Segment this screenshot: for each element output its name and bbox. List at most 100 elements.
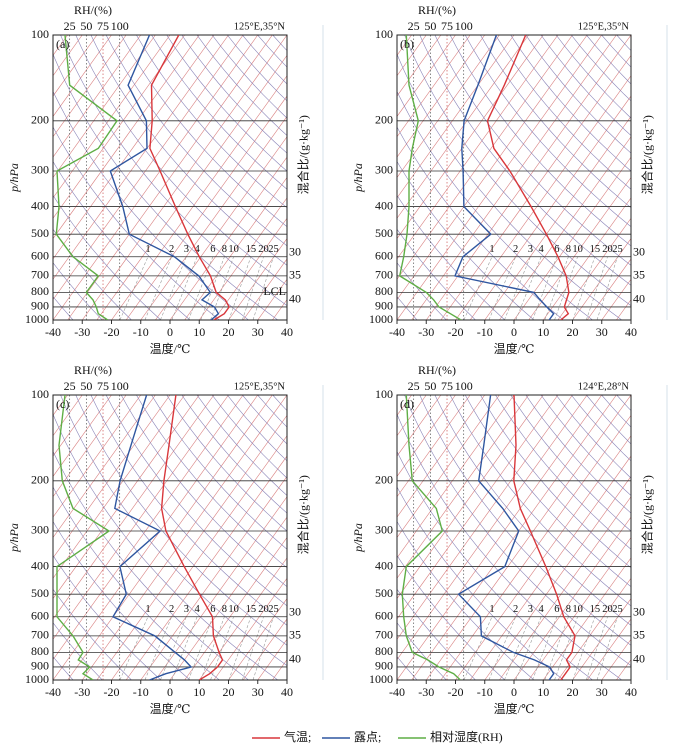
dry-adiabat: [120, 395, 287, 588]
y-tick-label: 700: [375, 628, 393, 642]
isotherm: [140, 475, 287, 680]
dry-adiabat: [53, 554, 162, 680]
y-tick-label: 100: [31, 387, 49, 401]
x-tick-label: -10: [477, 685, 493, 699]
series-line: [513, 395, 576, 680]
legend-label: 相对湿度(RH): [430, 729, 503, 744]
mixing-ratio-line: [532, 256, 558, 320]
dry-adiabat: [449, 395, 631, 607]
dry-adiabat: [404, 35, 631, 307]
mixing-ratio-label: 4: [538, 604, 544, 615]
dry-adiabat: [555, 35, 631, 119]
dry-adiabat: [268, 395, 388, 680]
series-line: [149, 35, 230, 320]
series-line: [109, 35, 220, 320]
dry-adiabat: [397, 622, 447, 680]
rh-tick-label: 100: [111, 19, 129, 33]
mixing-ratio-label: 25: [268, 244, 279, 255]
isotherm: [163, 35, 368, 320]
isotherm: [53, 35, 156, 179]
dry-adiabat: [105, 35, 287, 247]
y-tick-label: 300: [31, 163, 49, 177]
x-tick-label: -40: [389, 325, 405, 339]
dry-adiabat: [419, 395, 631, 646]
isotherm: [53, 35, 112, 117]
mixing-ratio-label: 4: [194, 244, 200, 255]
mixing-ratio-label: 20: [258, 604, 269, 615]
mixing-ratio-line: [596, 616, 618, 680]
rh-tick-label: 25: [64, 379, 76, 393]
series-line: [457, 395, 555, 680]
x-tick-label: 40: [625, 685, 637, 699]
mixing-ratio-line: [554, 256, 578, 320]
rh-tick-label: 75: [97, 19, 109, 33]
adiabat-label: 30: [289, 604, 301, 618]
mixing-ratio-line: [515, 256, 542, 320]
mixing-ratio-line: [171, 256, 198, 320]
mixing-ratio-label: 10: [572, 604, 583, 615]
dry-adiabat: [480, 395, 631, 569]
y-axis-label: p/hPa: [7, 523, 21, 553]
isotherm: [616, 659, 631, 680]
y-tick-label: 400: [31, 558, 49, 572]
mixing-ratio-label: 25: [612, 244, 623, 255]
dry-adiabat: [464, 35, 631, 228]
panel-label: (b): [400, 37, 414, 51]
dry-adiabat: [647, 395, 700, 680]
x-tick-label: 40: [281, 685, 293, 699]
mixing-ratio-line: [532, 616, 558, 680]
mixing-ratio-line: [544, 616, 569, 680]
dry-adiabat: [397, 450, 593, 680]
dry-adiabat: [571, 395, 631, 462]
dry-adiabat: [53, 160, 191, 320]
mixing-ratio-line: [252, 256, 274, 320]
panel-label: (c): [56, 397, 69, 411]
isotherm: [199, 197, 287, 320]
dry-adiabat: [60, 395, 287, 667]
isotherm: [199, 557, 287, 680]
isotherm: [397, 395, 588, 661]
rh-tick-label: 100: [455, 19, 473, 33]
isotherm: [397, 35, 588, 301]
dry-adiabat: [397, 262, 447, 320]
x-tick-label: -20: [448, 325, 464, 339]
isotherm: [82, 395, 287, 680]
x-tick-label: -20: [104, 325, 120, 339]
x-tick-label: -40: [45, 685, 61, 699]
x-axis-label: 温度/℃: [494, 701, 535, 716]
isotherm: [586, 258, 631, 320]
dry-adiabat: [60, 35, 287, 307]
x-tick-label: 40: [625, 325, 637, 339]
dry-adiabat: [181, 395, 287, 514]
mixing-ratio-line: [586, 256, 608, 320]
isotherm: [53, 35, 127, 138]
y-axis-label: p/hPa: [351, 163, 365, 193]
rh-tick-label: 50: [80, 379, 92, 393]
mixing-ratio-label: 2: [169, 604, 174, 615]
x-tick-label: 40: [281, 325, 293, 339]
adiabat-label: 35: [289, 268, 301, 282]
isotherm: [557, 577, 631, 680]
rh-tick-label: 75: [441, 379, 453, 393]
isotherm: [513, 516, 631, 680]
mixing-ratio-label: 3: [528, 244, 533, 255]
adiabat-label: 35: [633, 628, 645, 642]
isotherm: [557, 217, 631, 320]
isotherm: [53, 395, 215, 620]
adiabat-label: 35: [633, 268, 645, 282]
isotherm: [53, 35, 141, 158]
y2-axis-label: 混合比/(g·kg⁻¹): [296, 475, 311, 554]
isotherm: [125, 95, 287, 320]
isotherm: [242, 618, 287, 680]
rh-tick-label: 25: [408, 19, 420, 33]
x-tick-label: 30: [252, 325, 264, 339]
x-axis-label: 温度/℃: [150, 701, 191, 716]
dry-adiabat: [434, 35, 631, 266]
isotherm: [53, 395, 244, 661]
adiabat-label: 40: [633, 652, 645, 666]
isotherm: [455, 75, 631, 320]
dry-adiabat: [662, 35, 700, 320]
dry-adiabat: [586, 395, 631, 445]
mixing-ratio-label: 10: [228, 604, 239, 615]
mixing-ratio-line: [171, 616, 198, 680]
